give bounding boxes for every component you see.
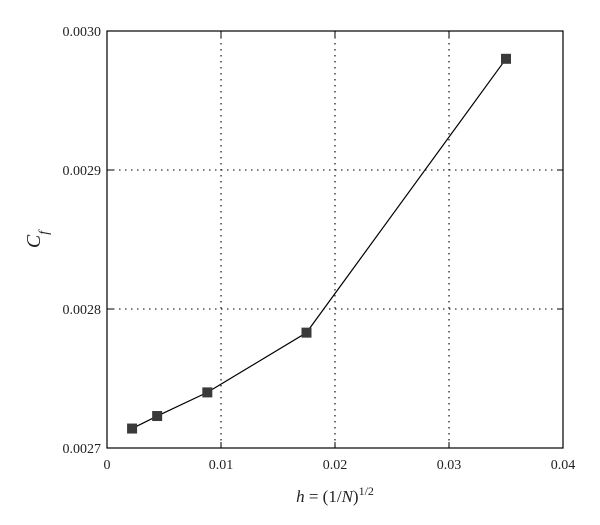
- data-point-marker: [202, 387, 213, 398]
- y-axis-tick-labels: 0.0027 0.0028 0.0029 0.0030: [63, 25, 102, 457]
- x-axis-label-exponent: 1/2: [359, 484, 374, 498]
- axis-ticks: [106, 30, 564, 449]
- y-tick-label: 0.0029: [63, 164, 102, 179]
- series-line: [131, 58, 507, 430]
- y-axis-label: Cf: [23, 229, 52, 248]
- x-axis-label: h = (1/N)1/2: [296, 484, 374, 506]
- y-axis-label-subscript: f: [37, 229, 52, 235]
- x-axis-label-close: ): [353, 487, 359, 506]
- x-axis-label-n: N: [341, 487, 355, 506]
- data-point-marker: [501, 53, 511, 64]
- y-tick-label: 0.0027: [63, 442, 102, 457]
- x-axis-label-equals: = (1/: [305, 487, 342, 506]
- x-tick-label: 0.04: [551, 458, 576, 473]
- y-tick-label: 0.0028: [63, 303, 102, 318]
- grid-lines: [107, 31, 563, 448]
- data-point-marker: [301, 327, 312, 338]
- y-axis-label-base: C: [23, 234, 45, 248]
- x-tick-label: 0.03: [437, 458, 462, 473]
- y-tick-label: 0.0030: [63, 25, 102, 40]
- series: [127, 53, 511, 434]
- x-tick-label: 0.01: [209, 458, 234, 473]
- x-axis-label-variable: h: [296, 487, 305, 506]
- data-point-marker: [127, 423, 138, 434]
- x-tick-label: 0: [104, 458, 111, 473]
- x-tick-label: 0.02: [323, 458, 348, 473]
- data-point-marker: [152, 411, 163, 422]
- x-axis-tick-labels: 0 0.01 0.02 0.03 0.04: [104, 458, 576, 473]
